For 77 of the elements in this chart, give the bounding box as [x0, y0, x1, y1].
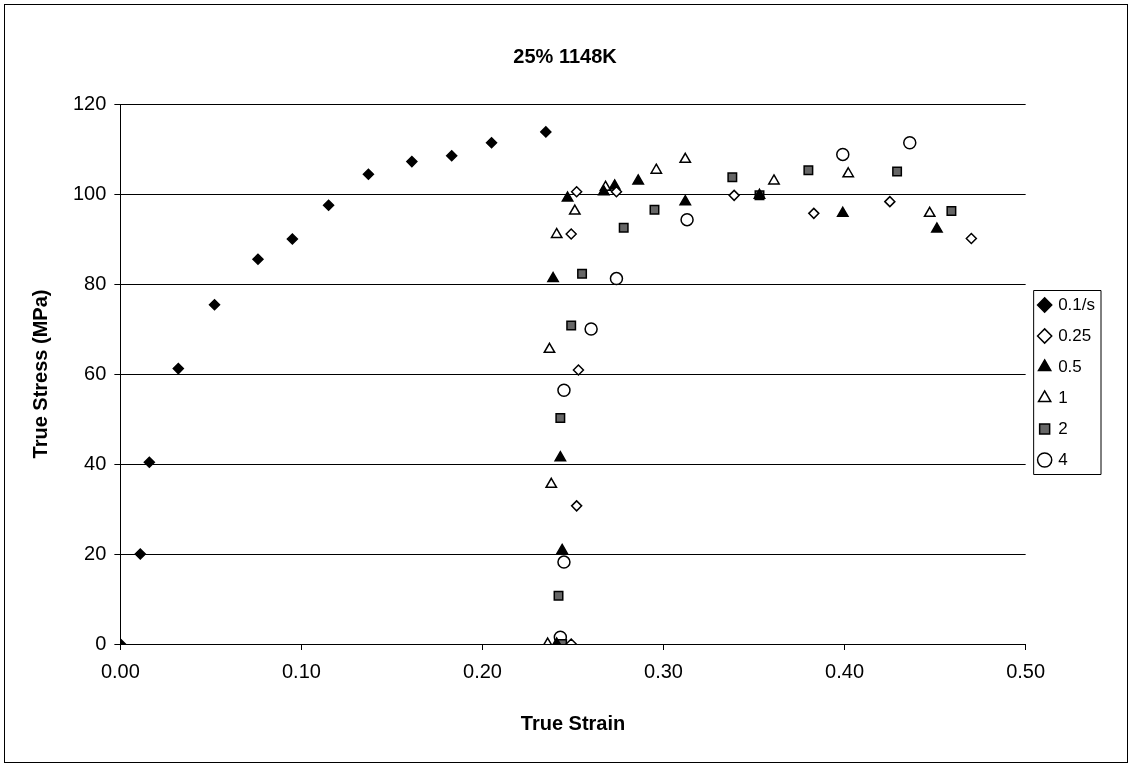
y-tick-label: 20: [84, 541, 107, 564]
point: [632, 174, 645, 185]
point: [923, 206, 936, 218]
point: [946, 206, 957, 217]
point: [547, 271, 560, 283]
point: [892, 166, 903, 177]
x-tick-label: 0.20: [463, 659, 502, 682]
point: [930, 222, 943, 233]
point: [572, 364, 585, 376]
point: [445, 150, 458, 162]
point: [836, 147, 850, 162]
legend-label: 2: [1058, 418, 1068, 438]
point: [568, 204, 581, 215]
point: [134, 548, 147, 560]
point: [566, 320, 577, 331]
point: [768, 174, 780, 185]
point: [649, 204, 660, 215]
y-tick-label: 120: [72, 91, 107, 114]
point: [842, 167, 855, 178]
point: [836, 206, 849, 218]
point: [561, 191, 574, 202]
point: [728, 189, 740, 202]
legend-label: 0.25: [1058, 325, 1092, 345]
y-tick-label: 0: [95, 631, 107, 654]
point: [609, 271, 624, 286]
point: [803, 165, 814, 176]
point: [965, 232, 978, 245]
point: [679, 152, 692, 164]
point: [570, 500, 583, 512]
x-axis-title: True Strain: [520, 711, 626, 734]
x-tick-label: 0.00: [100, 659, 140, 682]
point: [406, 155, 418, 168]
point: [679, 194, 692, 206]
point: [545, 477, 558, 488]
point: [808, 207, 820, 220]
point: [597, 185, 610, 196]
point: [680, 212, 694, 227]
x-tick-label: 0.30: [644, 659, 683, 682]
point: [540, 126, 552, 138]
point: [252, 253, 264, 265]
y-tick-label: 40: [84, 451, 107, 474]
point: [556, 543, 569, 555]
point: [565, 228, 577, 240]
y-axis-title: True Stress (MPa): [28, 289, 51, 459]
legend-label: 0.1/s: [1058, 294, 1095, 314]
point: [557, 383, 571, 397]
y-tick-label: 60: [84, 361, 107, 384]
legend-label: 1: [1058, 387, 1068, 407]
point: [903, 135, 917, 150]
point: [286, 233, 299, 245]
point: [543, 342, 556, 353]
point: [555, 413, 566, 424]
point: [727, 172, 738, 183]
point: [584, 322, 598, 336]
point: [485, 136, 498, 149]
chart-title: 25% 1148K: [513, 44, 618, 67]
point: [362, 168, 375, 180]
point: [554, 450, 567, 462]
point: [550, 227, 563, 239]
x-tick-label: 0.50: [1006, 659, 1046, 682]
point: [172, 362, 185, 375]
point: [143, 456, 156, 468]
point: [557, 555, 571, 569]
point: [322, 199, 335, 211]
legend-label: 0.5: [1058, 356, 1082, 376]
x-tick-label: 0.10: [281, 659, 321, 682]
x-tick-label: 0.40: [825, 659, 865, 682]
point: [553, 590, 564, 601]
point: [570, 186, 583, 198]
y-tick-label: 100: [72, 181, 107, 204]
point: [884, 195, 896, 208]
point: [208, 298, 221, 311]
legend-label: 4: [1058, 449, 1068, 469]
point: [577, 268, 588, 279]
point: [618, 222, 629, 233]
point: [650, 163, 663, 174]
y-tick-label: 80: [84, 271, 107, 294]
